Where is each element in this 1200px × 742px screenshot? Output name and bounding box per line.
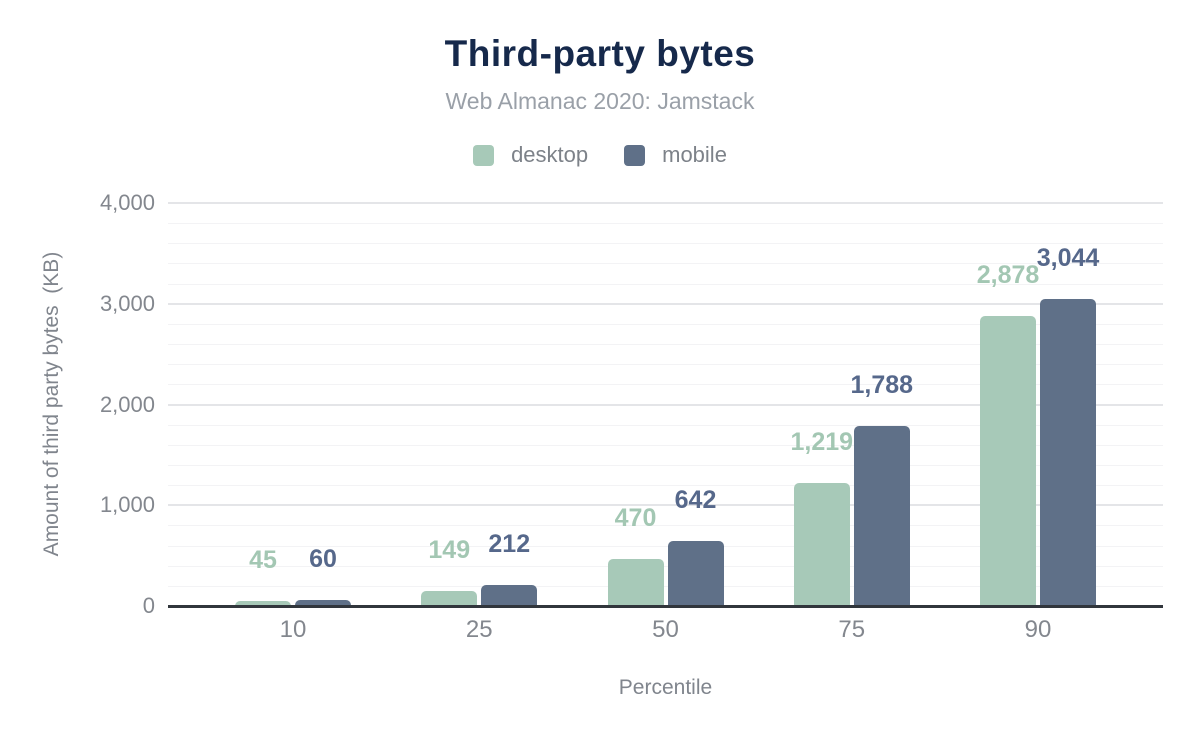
bar-value-label-desktop-75: 1,219 — [790, 428, 854, 457]
bar-value-label-desktop-25: 149 — [428, 535, 471, 564]
bar-value-label-mobile-10: 60 — [309, 544, 337, 573]
gridline-minor — [168, 344, 1163, 346]
gridline-minor — [168, 444, 1163, 446]
legend-item-desktop: desktop — [473, 142, 588, 168]
chart-subtitle: Web Almanac 2020: Jamstack — [445, 88, 755, 114]
y-tick-label: 2,000 — [99, 391, 155, 417]
x-tick-label: 90 — [1024, 616, 1052, 643]
bar-desktop-50[interactable] — [607, 558, 664, 606]
chart-title: Third-party bytes — [444, 33, 756, 74]
y-tick-label: 0 — [142, 593, 155, 618]
bar-value-label-desktop-90: 2,878 — [976, 261, 1040, 290]
legend-swatch-desktop-icon — [473, 144, 495, 166]
legend-label-desktop: desktop — [511, 142, 589, 167]
gridline-major — [168, 202, 1163, 204]
bar-value-label-mobile-75: 1,788 — [850, 370, 914, 399]
y-tick-label: 1,000 — [99, 492, 155, 518]
gridline-minor — [168, 545, 1163, 547]
y-tick-label: 4,000 — [99, 190, 155, 215]
bar-desktop-75[interactable] — [793, 483, 850, 606]
x-tick-label: 75 — [838, 616, 866, 643]
bar-mobile-10[interactable] — [295, 599, 351, 606]
bar-mobile-75[interactable] — [853, 425, 910, 606]
bar-value-label-desktop-10: 45 — [249, 546, 277, 575]
gridline-minor — [168, 283, 1163, 285]
y-axis-title: Amount of third party bytes (KB) — [40, 251, 63, 557]
y-tick-label: 3,000 — [99, 290, 155, 316]
gridline-major — [168, 302, 1163, 305]
gridline-minor — [168, 464, 1163, 466]
legend-swatch-mobile-icon — [624, 144, 646, 166]
x-axis-title: Percentile — [618, 676, 713, 699]
bar-desktop-10[interactable] — [235, 601, 291, 606]
gridline-minor — [168, 243, 1163, 245]
chart-legend: desktop mobile — [0, 142, 1200, 168]
gridline-minor — [168, 223, 1163, 225]
gridline-minor — [168, 485, 1163, 487]
gridline-minor — [168, 525, 1163, 527]
x-axis-line — [168, 605, 1163, 608]
bar-value-label-desktop-50: 470 — [614, 503, 657, 532]
bar-value-label-mobile-25: 212 — [488, 529, 531, 558]
gridline-minor — [168, 565, 1163, 567]
bar-mobile-50[interactable] — [667, 541, 724, 606]
gridline-minor — [168, 585, 1163, 587]
legend-label-mobile: mobile — [662, 142, 727, 167]
bar-mobile-90[interactable] — [1040, 299, 1096, 606]
gridline-minor — [168, 263, 1163, 265]
bar-desktop-90[interactable] — [980, 316, 1036, 606]
bar-value-label-mobile-90: 3,044 — [1036, 244, 1100, 273]
x-tick-label: 10 — [279, 616, 307, 643]
gridline-minor — [168, 424, 1163, 426]
x-tick-label: 25 — [465, 616, 493, 643]
bar-desktop-25[interactable] — [421, 590, 478, 606]
gridline-minor — [168, 384, 1163, 386]
bar-mobile-25[interactable] — [481, 584, 538, 606]
legend-item-mobile: mobile — [624, 142, 727, 168]
gridline-minor — [168, 323, 1163, 325]
gridline-major — [168, 403, 1163, 406]
gridline-minor — [168, 364, 1163, 366]
gridline-major — [168, 504, 1163, 507]
x-tick-label: 50 — [652, 616, 679, 643]
bar-value-label-mobile-50: 642 — [674, 486, 717, 515]
